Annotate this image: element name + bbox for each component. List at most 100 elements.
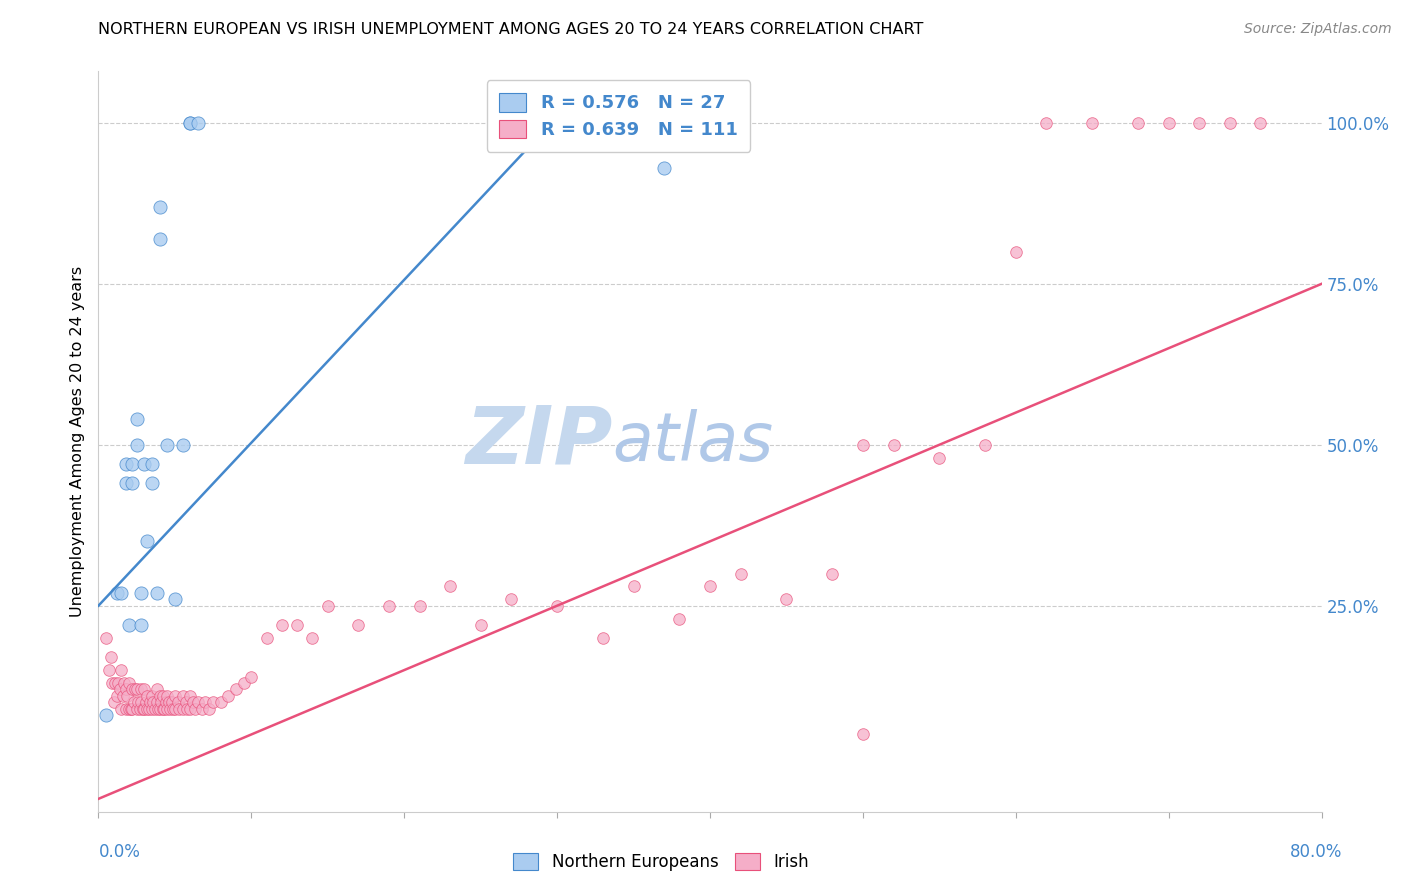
Point bbox=[852, 727, 875, 741]
Point bbox=[141, 457, 163, 471]
Point bbox=[163, 702, 186, 716]
Point bbox=[124, 682, 146, 697]
Point bbox=[127, 695, 149, 709]
Point bbox=[129, 586, 152, 600]
Point bbox=[146, 702, 169, 716]
Point bbox=[285, 618, 308, 632]
Point bbox=[105, 586, 128, 600]
Point bbox=[138, 702, 160, 716]
Point bbox=[121, 476, 143, 491]
Point bbox=[156, 689, 179, 703]
Point bbox=[225, 682, 247, 697]
Point bbox=[145, 682, 167, 697]
Point bbox=[176, 702, 198, 716]
Point bbox=[108, 682, 131, 697]
Point bbox=[129, 695, 152, 709]
Point bbox=[501, 592, 523, 607]
Point bbox=[115, 682, 138, 697]
Point bbox=[197, 702, 219, 716]
Point bbox=[179, 116, 201, 130]
Point bbox=[699, 579, 721, 593]
Point bbox=[110, 586, 132, 600]
Point bbox=[174, 695, 197, 709]
Point bbox=[1249, 116, 1271, 130]
Point bbox=[167, 695, 190, 709]
Point bbox=[730, 566, 752, 581]
Point bbox=[256, 631, 278, 645]
Point bbox=[125, 412, 148, 426]
Point bbox=[162, 702, 184, 716]
Point bbox=[136, 702, 159, 716]
Point bbox=[110, 702, 132, 716]
Point bbox=[301, 631, 323, 645]
Point bbox=[172, 702, 194, 716]
Point bbox=[1188, 116, 1211, 130]
Text: Source: ZipAtlas.com: Source: ZipAtlas.com bbox=[1244, 22, 1392, 37]
Point bbox=[652, 116, 675, 130]
Point bbox=[121, 682, 143, 697]
Point bbox=[187, 116, 209, 130]
Point bbox=[152, 689, 174, 703]
Point bbox=[125, 682, 148, 697]
Point bbox=[134, 702, 156, 716]
Point bbox=[94, 631, 117, 645]
Point bbox=[1035, 116, 1057, 130]
Point bbox=[439, 579, 461, 593]
Point bbox=[149, 689, 172, 703]
Point bbox=[181, 695, 204, 709]
Point bbox=[139, 695, 162, 709]
Point bbox=[470, 618, 492, 632]
Point bbox=[883, 438, 905, 452]
Point bbox=[136, 689, 159, 703]
Point bbox=[169, 702, 191, 716]
Point bbox=[179, 689, 201, 703]
Point bbox=[128, 702, 150, 716]
Point bbox=[105, 689, 128, 703]
Point bbox=[143, 702, 166, 716]
Text: ZIP: ZIP bbox=[465, 402, 612, 481]
Point bbox=[172, 689, 194, 703]
Point bbox=[134, 682, 156, 697]
Point bbox=[775, 592, 797, 607]
Point bbox=[202, 695, 225, 709]
Point bbox=[125, 702, 148, 716]
Point bbox=[121, 702, 143, 716]
Point bbox=[98, 663, 121, 677]
Point bbox=[270, 618, 292, 632]
Point bbox=[217, 689, 239, 703]
Point bbox=[1128, 116, 1150, 130]
Point bbox=[179, 116, 201, 130]
Point bbox=[115, 702, 138, 716]
Point bbox=[142, 695, 165, 709]
Point bbox=[110, 663, 132, 677]
Point bbox=[928, 450, 950, 465]
Point bbox=[157, 695, 180, 709]
Point bbox=[115, 476, 138, 491]
Point bbox=[156, 702, 179, 716]
Point bbox=[112, 676, 135, 690]
Point bbox=[129, 618, 152, 632]
Point bbox=[160, 695, 183, 709]
Point bbox=[145, 586, 167, 600]
Point bbox=[184, 702, 207, 716]
Point bbox=[232, 676, 254, 690]
Point bbox=[152, 702, 174, 716]
Point bbox=[408, 599, 430, 613]
Point bbox=[136, 534, 159, 549]
Point bbox=[135, 695, 157, 709]
Point bbox=[974, 438, 997, 452]
Point bbox=[132, 702, 155, 716]
Point bbox=[1157, 116, 1180, 130]
Text: NORTHERN EUROPEAN VS IRISH UNEMPLOYMENT AMONG AGES 20 TO 24 YEARS CORRELATION CH: NORTHERN EUROPEAN VS IRISH UNEMPLOYMENT … bbox=[98, 22, 924, 37]
Point bbox=[121, 457, 143, 471]
Point bbox=[125, 438, 148, 452]
Point bbox=[145, 695, 167, 709]
Point bbox=[104, 676, 127, 690]
Point bbox=[652, 161, 675, 175]
Point bbox=[191, 702, 214, 716]
Y-axis label: Unemployment Among Ages 20 to 24 years: Unemployment Among Ages 20 to 24 years bbox=[70, 266, 86, 617]
Point bbox=[240, 669, 263, 683]
Text: 80.0%: 80.0% bbox=[1291, 843, 1343, 861]
Point bbox=[141, 689, 163, 703]
Point bbox=[378, 599, 401, 613]
